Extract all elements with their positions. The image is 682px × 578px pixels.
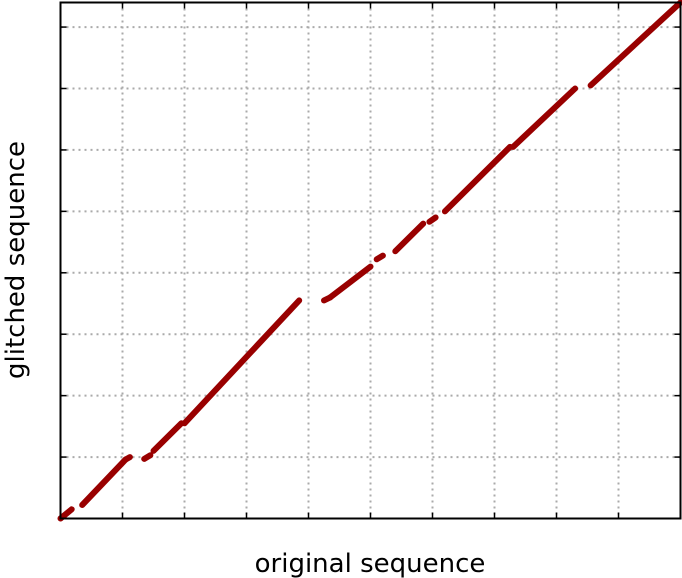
line-segment-11 (426, 214, 439, 225)
line-segment-13 (510, 85, 579, 150)
line-segment-1 (57, 506, 75, 522)
line-segment-14 (587, 0, 682, 89)
y-axis-label: glitched sequence (1, 141, 31, 379)
ticks (60, 2, 681, 519)
x-axis-label: original sequence (255, 549, 486, 578)
grid (60, 2, 681, 519)
line-segment-2 (79, 456, 129, 508)
line-segment-8 (327, 263, 374, 301)
line-segment-9 (373, 252, 386, 263)
line-segment-10 (392, 220, 427, 255)
line-segment-12 (441, 143, 513, 215)
line-segment-3 (122, 454, 133, 463)
series-glitched-sequence (57, 0, 682, 522)
line-segment-4 (141, 452, 154, 462)
line-segment-5 (150, 420, 185, 454)
line-segment-6 (181, 297, 303, 427)
